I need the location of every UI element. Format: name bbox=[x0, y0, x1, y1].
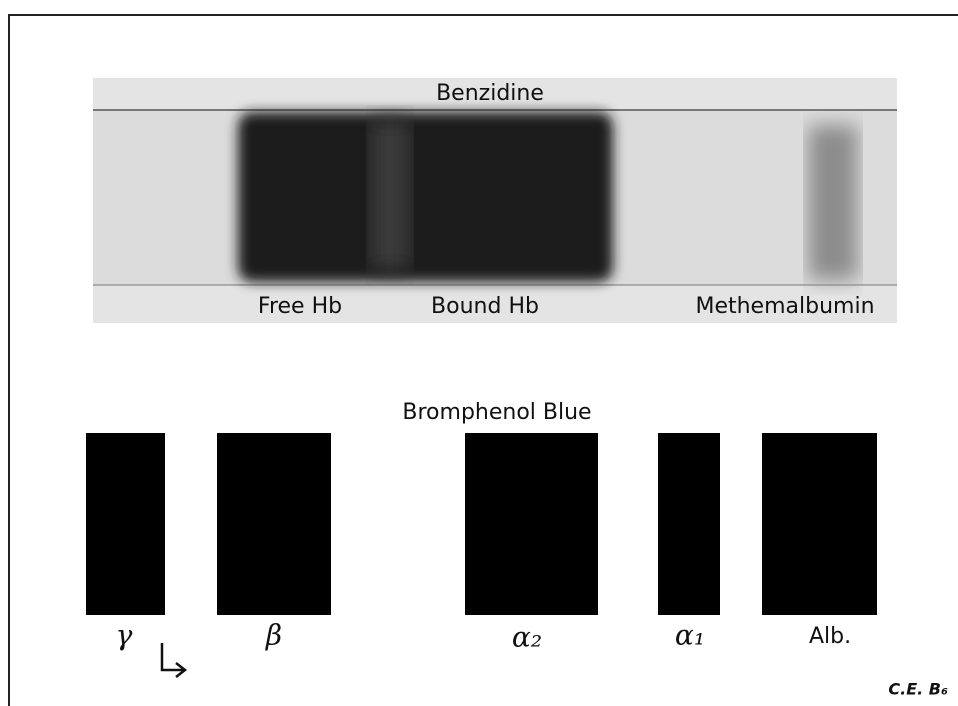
band-label: Methemalbumin bbox=[695, 294, 874, 319]
gap bbox=[331, 433, 465, 615]
gap bbox=[720, 433, 762, 615]
band-label: Bound Hb bbox=[431, 294, 539, 319]
fraction-label: β bbox=[265, 619, 282, 652]
origin-arrow bbox=[160, 643, 188, 678]
frame bbox=[8, 14, 958, 706]
methemalbumin-band bbox=[808, 125, 858, 280]
band-gap bbox=[370, 120, 410, 270]
fraction-label: γ bbox=[116, 619, 133, 652]
gap bbox=[165, 433, 217, 615]
fraction-label: α₁ bbox=[675, 619, 705, 652]
bottom-title: Bromphenol Blue bbox=[402, 400, 591, 425]
hb-band bbox=[238, 112, 613, 282]
fraction-label: α₂ bbox=[512, 621, 542, 654]
fraction-label: Alb. bbox=[809, 624, 851, 649]
gap bbox=[598, 433, 658, 615]
top-title: Benzidine bbox=[436, 81, 544, 106]
figure-code: C.E. B₆ bbox=[888, 680, 948, 699]
band-label: Free Hb bbox=[258, 294, 342, 319]
